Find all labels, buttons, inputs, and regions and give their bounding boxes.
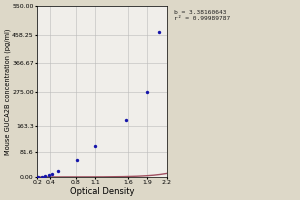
Point: [39, 175, 44, 178]
Point: [43, 174, 47, 178]
Point: [36, 175, 41, 179]
Point: [124, 119, 129, 122]
Text: b = 3.38160643
r² = 0.99989787: b = 3.38160643 r² = 0.99989787: [174, 10, 230, 21]
X-axis label: Optical Density: Optical Density: [70, 187, 134, 196]
Point: [145, 90, 150, 93]
Point: [46, 174, 51, 177]
Point: [93, 144, 98, 148]
Point: [56, 170, 60, 173]
Point: [157, 30, 161, 33]
Point: [50, 172, 54, 175]
Point: [75, 158, 80, 161]
Y-axis label: Mouse GUCA2B concentration (pg/ml): Mouse GUCA2B concentration (pg/ml): [4, 28, 11, 155]
